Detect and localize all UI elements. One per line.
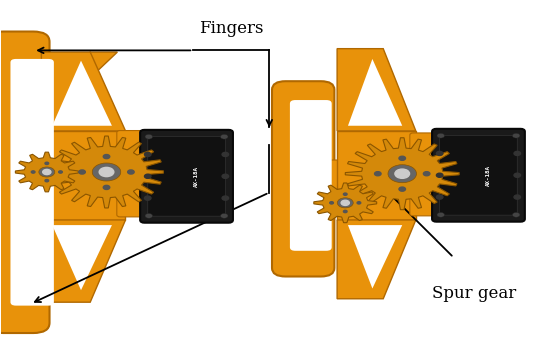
Circle shape	[388, 165, 417, 183]
Polygon shape	[15, 152, 78, 192]
FancyBboxPatch shape	[410, 133, 443, 216]
Polygon shape	[50, 136, 163, 208]
Circle shape	[357, 202, 361, 204]
Circle shape	[436, 151, 443, 155]
Circle shape	[92, 163, 121, 181]
Circle shape	[437, 133, 444, 138]
FancyBboxPatch shape	[316, 160, 343, 198]
Circle shape	[145, 214, 153, 218]
Circle shape	[222, 196, 228, 200]
FancyBboxPatch shape	[140, 130, 233, 223]
Circle shape	[436, 195, 443, 199]
Text: Fingers: Fingers	[199, 20, 263, 37]
Circle shape	[43, 169, 51, 175]
Circle shape	[45, 162, 48, 164]
Circle shape	[395, 169, 410, 178]
FancyBboxPatch shape	[290, 100, 332, 251]
Circle shape	[343, 193, 347, 195]
Circle shape	[222, 152, 228, 157]
Circle shape	[220, 134, 228, 139]
Circle shape	[103, 154, 110, 159]
Circle shape	[79, 170, 85, 174]
FancyBboxPatch shape	[117, 130, 153, 217]
FancyBboxPatch shape	[148, 136, 225, 216]
Polygon shape	[52, 225, 112, 290]
Polygon shape	[348, 225, 402, 289]
Circle shape	[145, 196, 151, 200]
Polygon shape	[314, 183, 376, 223]
Polygon shape	[337, 131, 416, 220]
Circle shape	[330, 202, 333, 204]
Polygon shape	[348, 59, 402, 126]
Polygon shape	[345, 138, 459, 210]
Text: AX-18A: AX-18A	[194, 166, 199, 187]
Circle shape	[512, 213, 520, 217]
Circle shape	[423, 172, 430, 176]
Circle shape	[45, 180, 48, 182]
Polygon shape	[41, 220, 126, 302]
Circle shape	[337, 198, 353, 208]
Circle shape	[59, 171, 63, 173]
Polygon shape	[52, 61, 112, 126]
Circle shape	[145, 174, 151, 178]
Circle shape	[145, 134, 153, 139]
Circle shape	[103, 185, 110, 190]
FancyBboxPatch shape	[432, 129, 525, 222]
FancyBboxPatch shape	[440, 135, 517, 215]
Polygon shape	[41, 52, 118, 144]
Circle shape	[99, 168, 114, 176]
FancyBboxPatch shape	[10, 59, 54, 305]
Circle shape	[343, 210, 347, 213]
Circle shape	[128, 170, 134, 174]
Polygon shape	[41, 52, 126, 131]
Circle shape	[436, 173, 443, 177]
Text: Spur gear: Spur gear	[432, 285, 516, 302]
Circle shape	[437, 213, 444, 217]
Circle shape	[220, 214, 228, 218]
Circle shape	[399, 187, 405, 191]
Polygon shape	[337, 220, 416, 299]
Circle shape	[222, 174, 228, 178]
Circle shape	[39, 167, 55, 177]
Circle shape	[514, 195, 521, 199]
Polygon shape	[41, 131, 126, 220]
Circle shape	[399, 156, 405, 160]
Circle shape	[145, 152, 151, 157]
Polygon shape	[337, 49, 416, 131]
Circle shape	[512, 133, 520, 138]
FancyBboxPatch shape	[0, 32, 50, 333]
Circle shape	[514, 151, 521, 155]
FancyBboxPatch shape	[272, 81, 335, 277]
Circle shape	[32, 171, 35, 173]
Circle shape	[375, 172, 381, 176]
Circle shape	[341, 200, 349, 205]
Circle shape	[514, 173, 521, 177]
Text: AX-18A: AX-18A	[486, 165, 491, 186]
